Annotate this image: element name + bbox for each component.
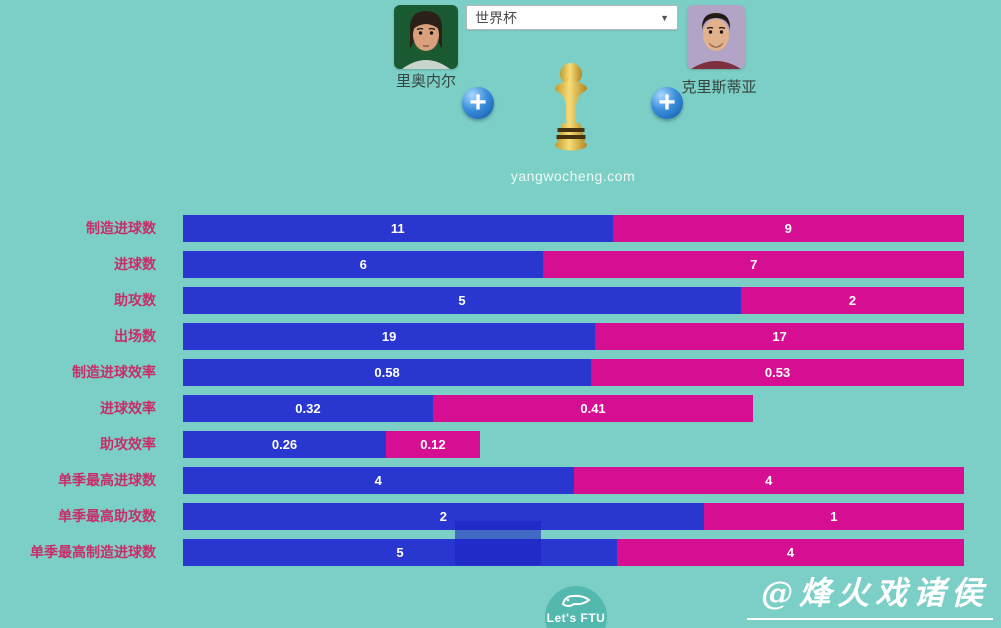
comparison-bar: 0.26 0.12 bbox=[183, 431, 964, 458]
left-player-segment: 0.58 bbox=[183, 359, 592, 386]
left-player-segment: 5 bbox=[183, 287, 741, 314]
left-value-label: 0.32 bbox=[295, 401, 321, 416]
chart-row: 单季最高进球数 4 4 bbox=[0, 467, 1001, 494]
right-value-label: 7 bbox=[750, 257, 758, 272]
comparison-bar: 0.58 0.53 bbox=[183, 359, 964, 386]
right-player-name: 克里斯蒂亚 bbox=[681, 79, 757, 96]
competition-select-value: 世界杯 bbox=[475, 9, 517, 26]
right-player-segment: 4 bbox=[573, 467, 964, 494]
left-value-label: 4 bbox=[374, 473, 382, 488]
right-player-segment: 4 bbox=[616, 539, 964, 566]
right-player-segment: 0.53 bbox=[591, 359, 964, 386]
comparison-bar: 19 17 bbox=[183, 323, 964, 350]
category-label: 制造进球数 bbox=[86, 220, 156, 236]
left-value-label: 2 bbox=[439, 509, 447, 524]
fish-doodle-icon bbox=[561, 594, 591, 607]
right-player-segment: 1 bbox=[703, 503, 964, 530]
chart-row: 助攻效率 0.26 0.12 bbox=[0, 431, 1001, 458]
category-label: 单季最高制造进球数 bbox=[30, 544, 156, 560]
left-value-label: 11 bbox=[390, 221, 405, 236]
left-value-label: 5 bbox=[396, 545, 404, 560]
left-value-label: 5 bbox=[458, 293, 466, 308]
site-logo: Let's FTU bbox=[545, 586, 607, 628]
right-player-segment: 7 bbox=[543, 251, 964, 278]
left-player-segment: 0.26 bbox=[183, 431, 387, 458]
category-label: 助攻数 bbox=[114, 292, 156, 308]
left-player-segment: 0.32 bbox=[183, 395, 433, 422]
right-value-label: 0.41 bbox=[580, 401, 606, 416]
left-player-segment: 5 bbox=[183, 539, 617, 566]
comparison-bar: 11 9 bbox=[183, 215, 964, 242]
chart-row: 进球效率 0.32 0.41 bbox=[0, 395, 1001, 422]
right-value-label: 0.12 bbox=[420, 437, 446, 452]
left-player-name: 里奥内尔 bbox=[395, 73, 456, 90]
right-player-segment: 9 bbox=[612, 215, 964, 242]
messi-portrait-icon bbox=[394, 5, 458, 69]
right-player-segment: 17 bbox=[595, 323, 964, 350]
site-name-text: yangwocheng.com bbox=[510, 168, 636, 184]
watermark-text: @烽火戏诸侯 bbox=[746, 568, 993, 620]
right-value-label: 17 bbox=[772, 329, 787, 344]
chart-row: 单季最高助攻数 2 1 bbox=[0, 503, 1001, 530]
dropdown-arrow-icon: ▼ bbox=[660, 12, 669, 23]
world-cup-trophy-icon bbox=[555, 63, 587, 151]
left-value-label: 0.58 bbox=[374, 365, 400, 380]
category-label: 进球数 bbox=[114, 256, 156, 272]
category-label: 制造进球效率 bbox=[72, 364, 156, 380]
right-player-segment: 0.41 bbox=[432, 395, 754, 422]
left-player-segment: 4 bbox=[183, 467, 574, 494]
right-value-label: 4 bbox=[786, 545, 795, 560]
left-value-label: 6 bbox=[359, 257, 367, 272]
chart-row: 出场数 19 17 bbox=[0, 323, 1001, 350]
competition-select[interactable]: 世界杯 ▼ bbox=[466, 5, 678, 30]
chart-row: 制造进球数 11 9 bbox=[0, 215, 1001, 242]
left-player-segment: 11 bbox=[183, 215, 613, 242]
right-value-label: 2 bbox=[848, 293, 857, 308]
left-player-segment: 6 bbox=[183, 251, 544, 278]
add-right-player-button[interactable]: + bbox=[651, 87, 683, 119]
left-value-label: 19 bbox=[381, 329, 397, 344]
right-value-label: 4 bbox=[765, 473, 773, 488]
left-player-photo bbox=[394, 5, 458, 69]
category-label: 助攻效率 bbox=[100, 436, 156, 452]
category-label: 出场数 bbox=[114, 328, 156, 344]
chart-row: 单季最高制造进球数 5 4 bbox=[0, 539, 1001, 566]
site-logo-text: Let's FTU bbox=[546, 611, 606, 625]
add-left-player-button[interactable]: + bbox=[462, 87, 494, 119]
chart-row: 助攻数 5 2 bbox=[0, 287, 1001, 314]
category-label: 单季最高助攻数 bbox=[58, 508, 156, 524]
left-value-label: 0.26 bbox=[271, 437, 298, 452]
comparison-bar: 0.32 0.41 bbox=[183, 395, 964, 422]
left-player-segment: 19 bbox=[183, 323, 596, 350]
right-value-label: 1 bbox=[830, 509, 838, 524]
right-value-label: 0.53 bbox=[764, 365, 791, 380]
right-value-label: 9 bbox=[784, 221, 792, 236]
category-label: 进球效率 bbox=[100, 400, 156, 416]
category-label: 单季最高进球数 bbox=[58, 472, 156, 488]
chart-row: 进球数 6 7 bbox=[0, 251, 1001, 278]
comparison-chart: 制造进球数 11 9 进球数 6 7 助攻数 5 2 出场数 19 17 制造进球效率 0.58 0.53 进… bbox=[0, 215, 1001, 566]
chart-row: 制造进球效率 0.58 0.53 bbox=[0, 359, 1001, 386]
right-player-segment: 0.12 bbox=[386, 431, 480, 458]
left-player-segment: 2 bbox=[183, 503, 704, 530]
right-player-segment: 2 bbox=[740, 287, 964, 314]
ronaldo-portrait-icon bbox=[687, 5, 745, 69]
right-player-photo bbox=[687, 5, 745, 69]
